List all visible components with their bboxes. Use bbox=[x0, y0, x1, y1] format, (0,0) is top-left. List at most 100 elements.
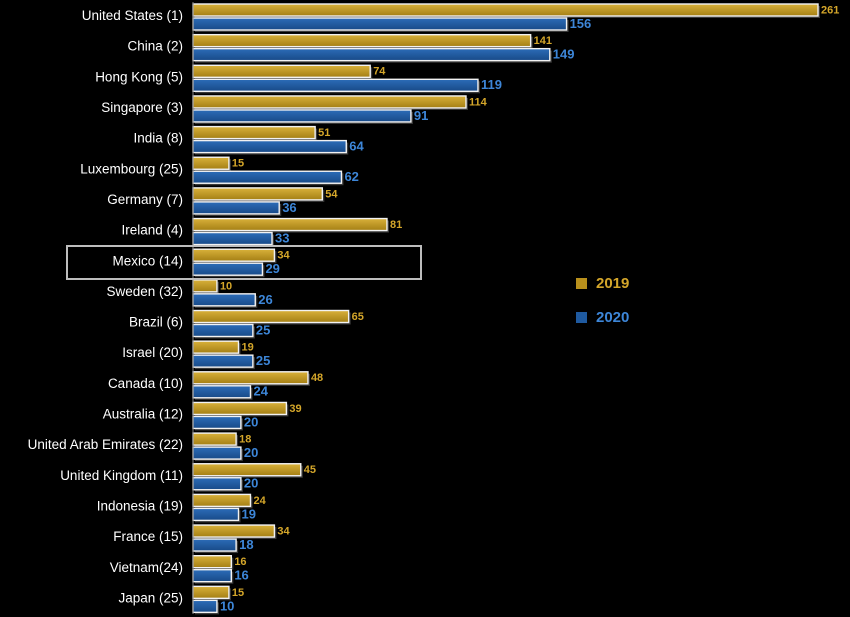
bar-2019-india-8 bbox=[192, 125, 316, 140]
value-label-2019-india-8: 51 bbox=[318, 127, 330, 139]
bar-2019-luxembourg-25 bbox=[192, 156, 230, 170]
category-label-indonesia-19: Indonesia (19) bbox=[97, 498, 183, 513]
highlight-box bbox=[66, 245, 422, 280]
bar-2019-australia-12 bbox=[192, 401, 288, 416]
value-label-2019-japan-25: 15 bbox=[232, 587, 244, 599]
legend-label-2020: 2020 bbox=[596, 309, 629, 326]
category-label-luxembourg-25: Luxembourg (25) bbox=[80, 161, 183, 176]
value-label-2020-china-2: 149 bbox=[553, 47, 575, 62]
category-label-israel-20: Israel (20) bbox=[122, 345, 183, 360]
bar-2020-luxembourg-25 bbox=[192, 170, 343, 184]
value-label-2019-luxembourg-25: 15 bbox=[232, 158, 244, 170]
bar-2020-india-8 bbox=[192, 139, 347, 154]
legend-label-2019: 2019 bbox=[596, 275, 629, 292]
value-label-2019-vietnam-24: 16 bbox=[234, 556, 246, 568]
value-label-2020-germany-7: 36 bbox=[282, 200, 296, 215]
value-label-2019-sweden-32: 10 bbox=[220, 280, 232, 292]
value-label-2020-france-15: 18 bbox=[239, 537, 253, 552]
value-label-2020-vietnam-24: 16 bbox=[234, 568, 248, 583]
bar-2019-ireland-4 bbox=[192, 217, 388, 232]
category-label-sweden-32: Sweden (32) bbox=[106, 284, 183, 299]
bar-2020-china-2 bbox=[192, 47, 551, 62]
bar-2019-sweden-32 bbox=[192, 279, 218, 293]
value-label-2020-luxembourg-25: 62 bbox=[344, 169, 358, 184]
category-label-india-8: India (8) bbox=[133, 131, 183, 146]
category-label-united-kingdom-11: United Kingdom (11) bbox=[60, 468, 183, 483]
value-label-2019-singapore-3: 114 bbox=[469, 96, 488, 108]
value-label-2020-canada-10: 24 bbox=[253, 384, 268, 399]
bar-2019-japan-25 bbox=[192, 585, 230, 600]
value-label-2019-united-states-1: 261 bbox=[821, 4, 839, 16]
value-label-2019-china-2: 141 bbox=[534, 35, 552, 47]
bar-2019-mexico-14 bbox=[192, 248, 276, 262]
bar-2019-france-15 bbox=[192, 524, 276, 538]
value-label-2019-france-15: 34 bbox=[277, 525, 290, 537]
bar-2020-united-states-1 bbox=[192, 17, 568, 31]
category-label-japan-25: Japan (25) bbox=[118, 590, 183, 605]
category-label-hong-kong-5: Hong Kong (5) bbox=[95, 69, 183, 84]
bar-2020-united-arab-emirates-22 bbox=[192, 446, 242, 460]
category-label-vietnam-24: Vietnam(24) bbox=[110, 560, 183, 575]
bar-2020-japan-25 bbox=[192, 599, 218, 614]
value-label-2020-ireland-4: 33 bbox=[275, 230, 289, 245]
value-label-2019-indonesia-19: 24 bbox=[253, 495, 266, 507]
value-label-2019-canada-10: 48 bbox=[311, 372, 323, 384]
value-label-2020-united-arab-emirates-22: 20 bbox=[244, 445, 258, 460]
bars-group bbox=[192, 3, 820, 615]
value-label-2020-brazil-6: 25 bbox=[256, 322, 270, 337]
value-label-2019-germany-7: 54 bbox=[325, 188, 338, 200]
value-label-2020-hong-kong-5: 119 bbox=[481, 77, 502, 92]
category-label-united-states-1: United States (1) bbox=[82, 8, 183, 23]
value-label-2020-indonesia-19: 19 bbox=[241, 506, 255, 521]
bar-2020-vietnam-24 bbox=[192, 569, 233, 583]
value-label-2020-japan-25: 10 bbox=[220, 598, 234, 613]
bar-2019-united-arab-emirates-22 bbox=[192, 432, 237, 446]
category-label-ireland-4: Ireland (4) bbox=[121, 223, 183, 238]
bar-2020-indonesia-19 bbox=[192, 507, 240, 522]
bar-2020-hong-kong-5 bbox=[192, 78, 479, 93]
value-label-2020-united-kingdom-11: 20 bbox=[244, 476, 258, 491]
bar-2020-sweden-32 bbox=[192, 293, 256, 307]
value-label-2019-australia-12: 39 bbox=[289, 403, 301, 415]
category-label-united-arab-emirates-22: United Arab Emirates (22) bbox=[28, 437, 183, 452]
bar-2019-israel-20 bbox=[192, 340, 240, 354]
value-label-2020-israel-20: 25 bbox=[256, 353, 270, 368]
bar-2020-israel-20 bbox=[192, 354, 254, 368]
value-label-2019-united-arab-emirates-22: 18 bbox=[239, 434, 251, 446]
bar-2020-mexico-14 bbox=[192, 262, 264, 276]
value-label-2019-united-kingdom-11: 45 bbox=[304, 464, 316, 476]
bar-2019-canada-10 bbox=[192, 371, 309, 385]
bar-2019-hong-kong-5 bbox=[192, 64, 371, 79]
bar-2020-australia-12 bbox=[192, 415, 242, 430]
value-label-2020-mexico-14: 29 bbox=[265, 261, 279, 276]
category-label-mexico-14: Mexico (14) bbox=[112, 253, 183, 268]
bar-2019-germany-7 bbox=[192, 187, 324, 201]
category-label-china-2: China (2) bbox=[127, 39, 183, 54]
bar-2020-france-15 bbox=[192, 538, 237, 552]
bar-2019-indonesia-19 bbox=[192, 493, 252, 508]
bar-2019-brazil-6 bbox=[192, 309, 350, 324]
category-label-france-15: France (15) bbox=[113, 529, 183, 544]
bar-2020-united-kingdom-11 bbox=[192, 477, 242, 491]
bar-2019-vietnam-24 bbox=[192, 555, 233, 569]
bar-2020-singapore-3 bbox=[192, 109, 412, 123]
bar-2020-brazil-6 bbox=[192, 323, 254, 338]
category-label-brazil-6: Brazil (6) bbox=[129, 315, 183, 330]
value-label-2019-ireland-4: 81 bbox=[390, 219, 402, 231]
bar-2020-ireland-4 bbox=[192, 231, 273, 246]
category-label-germany-7: Germany (7) bbox=[107, 192, 183, 207]
bar-2020-germany-7 bbox=[192, 201, 280, 215]
category-label-canada-10: Canada (10) bbox=[108, 376, 183, 391]
bar-2019-china-2 bbox=[192, 33, 532, 48]
value-label-2020-sweden-32: 26 bbox=[258, 292, 272, 307]
bar-2019-united-kingdom-11 bbox=[192, 463, 302, 477]
category-label-singapore-3: Singapore (3) bbox=[101, 100, 183, 115]
legend: 2019 2020 bbox=[576, 275, 629, 326]
bar-2019-singapore-3 bbox=[192, 95, 467, 109]
value-label-2020-india-8: 64 bbox=[349, 139, 364, 154]
value-label-2019-mexico-14: 34 bbox=[277, 250, 290, 262]
value-label-2020-australia-12: 20 bbox=[244, 414, 258, 429]
bar-2020-canada-10 bbox=[192, 385, 252, 399]
